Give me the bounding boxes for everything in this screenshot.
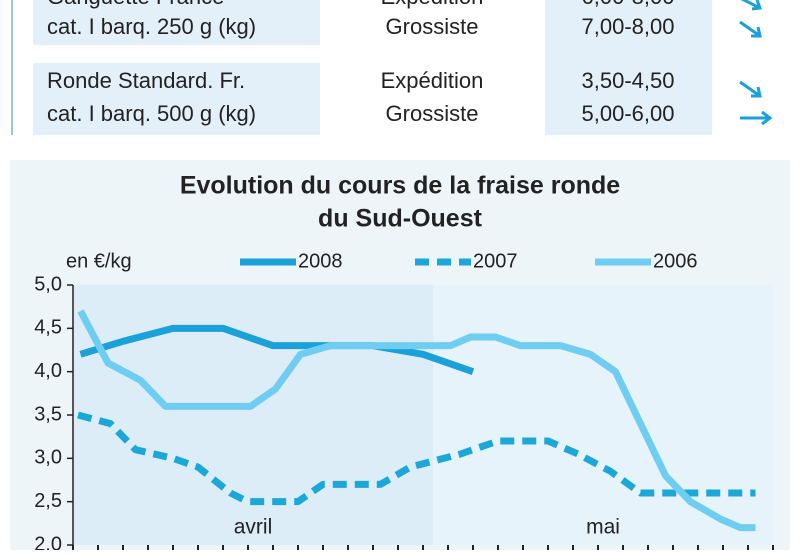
series-line [79, 324, 475, 375]
price-column [545, 0, 712, 135]
legend-label: 2006 [653, 250, 698, 272]
arrow-right [740, 110, 773, 126]
y-tick-label: 4,5 [34, 317, 62, 339]
period-label: avril [234, 516, 273, 539]
y-tick-label: 4,0 [34, 360, 62, 382]
period-label: mai [586, 516, 620, 539]
price-table [11, 0, 773, 135]
chart-title: Evolution du cours de la fraise ronde [180, 172, 620, 200]
market-type: Expédition [381, 68, 484, 93]
price-range: 5,00-6,00 [582, 101, 675, 126]
product-box [33, 0, 320, 45]
y-tick-label: 2,0 [34, 533, 62, 550]
legend-label: 2007 [473, 250, 518, 272]
product-name: Ronde Standard. Fr. [47, 68, 245, 93]
period-band [433, 285, 773, 545]
price-range: 7,00-8,00 [582, 14, 675, 39]
series-line [77, 411, 756, 506]
y-tick-label: 3,5 [34, 403, 62, 425]
market-type: Expédition [381, 0, 484, 9]
period-band [73, 285, 433, 545]
chart: Evolution du cours de la fraise ronde du … [34, 172, 774, 555]
price-range: 3,50-4,50 [582, 68, 675, 93]
product-box [33, 63, 320, 135]
legend-label: 2008 [298, 250, 343, 272]
series-line [77, 309, 756, 532]
y-tick-label: 3,0 [34, 447, 62, 469]
product-name: cat. I barq. 250 g (kg) [47, 14, 256, 39]
product-name: Gariguette France [47, 0, 224, 9]
trend-arrows [739, 0, 773, 126]
y-tick-label: 2,5 [34, 490, 62, 512]
market-type: Grossiste [386, 14, 479, 39]
chart-title: du Sud-Ouest [318, 205, 483, 233]
y-axis-label: en €/kg [66, 250, 132, 272]
price-range: 6,00-8,00 [582, 0, 675, 9]
market-type: Grossiste [386, 101, 479, 126]
arrow-down [739, 20, 762, 38]
y-tick-label: 5,0 [34, 273, 62, 295]
product-name: cat. I barq. 500 g (kg) [47, 101, 256, 126]
arrow-down [740, 0, 763, 11]
arrow-down [739, 80, 762, 98]
